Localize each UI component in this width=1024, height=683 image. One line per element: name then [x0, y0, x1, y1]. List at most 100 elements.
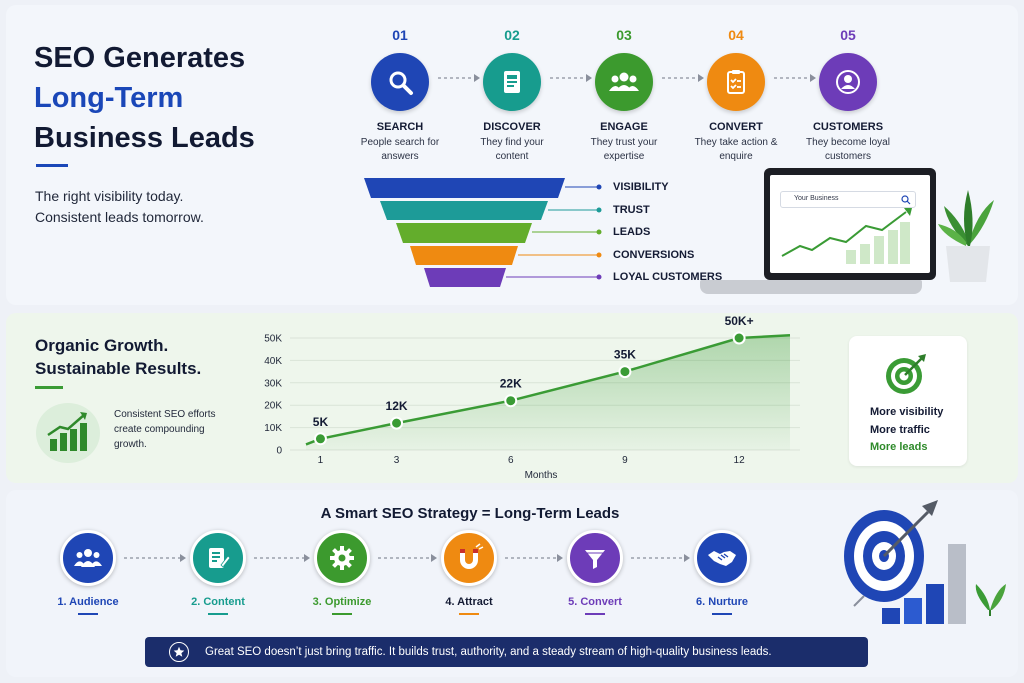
group-icon [609, 72, 639, 91]
document-icon [504, 71, 520, 93]
step-label: SEARCH [376, 121, 424, 133]
bullseye-icon [844, 500, 938, 607]
benefit-leads: More leads [870, 441, 928, 453]
funnel-dot [596, 252, 602, 258]
laptop-graphics [781, 190, 994, 282]
search-icon [901, 195, 911, 205]
chart-data-label: 12K [386, 399, 408, 413]
star-icon [169, 642, 189, 662]
sprout-icon [975, 584, 1006, 616]
funnel-label-visibility: VISIBILITY [613, 181, 669, 193]
gear-icon [330, 546, 354, 570]
step-number: 04 [728, 27, 744, 43]
strategy-arrows [124, 554, 690, 562]
strategy-step-label: 2. Content [191, 596, 245, 608]
benefit-visibility: More visibility [870, 406, 944, 418]
funnel-dot [596, 184, 602, 190]
chart-x-tick-label: 6 [508, 455, 514, 466]
chart-x-tick-label: 3 [394, 455, 400, 466]
user-icon [836, 70, 860, 94]
trend-arrow-icon [904, 208, 912, 216]
chart-data-point [313, 432, 327, 446]
step-circle [595, 53, 653, 111]
growth-divider [35, 386, 63, 389]
hero-title-line1: SEO Generates [34, 42, 246, 74]
target-bars-illustration [844, 500, 1006, 624]
hero-subtitle-line2: Consistent leads tomorrow. [35, 209, 204, 225]
summary-banner: Great SEO doesn’t just bring traffic. It… [145, 637, 868, 667]
laptop-base [700, 280, 922, 294]
strategy-step-underline [78, 613, 98, 615]
funnel-label-trust: TRUST [613, 204, 650, 216]
funnel-label-conversions: CONVERSIONS [613, 249, 695, 261]
funnel-layer-1 [380, 201, 548, 220]
hero-title: SEO Generates Long-Term Business Leads [34, 38, 334, 158]
step-number: 05 [840, 27, 856, 43]
strategy-step-attract: 4. Attract [414, 530, 524, 615]
benefit-traffic: More traffic [870, 424, 930, 436]
chart-data-point [732, 331, 746, 345]
chart-data-label: 5K [313, 415, 329, 429]
chart-y-tick-label: 40K [264, 356, 282, 367]
hero-divider [36, 164, 68, 167]
step-circle [483, 53, 541, 111]
plant-icon [938, 190, 994, 282]
strategy-step-underline [585, 613, 605, 615]
strategy-step-label: 1. Audience [57, 596, 119, 608]
handshake-icon [708, 551, 736, 566]
strategy-step-convert: 5. Convert [540, 530, 650, 615]
funnel-layer-0 [364, 178, 565, 198]
step-description: They take action & enquire [694, 137, 778, 162]
journey-step-convert: 04 CONVERT They take action & enquire [681, 27, 791, 164]
laptop-trend-line [781, 211, 907, 257]
banner-text: Great SEO doesn’t just bring traffic. It… [205, 646, 772, 658]
strategy-step-circle [441, 530, 497, 586]
strategy-step-audience: 1. Audience [33, 530, 143, 615]
hero-title-line3: Business Leads [34, 122, 255, 154]
journey-step-search: 01 SEARCH People search for answers [345, 27, 455, 164]
step-description: They trust your expertise [590, 137, 658, 162]
strategy-step-circle [190, 530, 246, 586]
magnet-icon [460, 543, 484, 569]
step-number: 01 [392, 27, 408, 43]
funnel-dot [596, 274, 602, 280]
growth-title-line2: Sustainable Results. [35, 359, 202, 378]
strategy-step-nurture: 6. Nurture [667, 530, 777, 615]
step-number: 02 [504, 27, 520, 43]
step-circle [371, 53, 429, 111]
chart-data-label: 35K [614, 348, 636, 362]
step-label: CONVERT [709, 121, 763, 133]
step-number: 03 [616, 27, 632, 43]
strategy-step-underline [712, 613, 732, 615]
edit-document-icon [209, 548, 231, 568]
chart-x-tick-label: 12 [734, 455, 746, 466]
funnel-dot [596, 229, 602, 235]
growth-chart-icon-badge [36, 403, 100, 463]
laptop-search-text: Your Business [794, 195, 839, 202]
growth-bars-icon [882, 544, 966, 624]
benefits-card [849, 336, 967, 466]
hero-subtitle-line1: The right visibility today. [35, 188, 184, 204]
funnel-label-leads: LEADS [613, 226, 651, 238]
chart-x-axis-label: Months [525, 470, 558, 481]
chart-data-point [390, 416, 404, 430]
chart-data-point [504, 394, 518, 408]
strategy-step-underline [459, 613, 479, 615]
strategy-step-label: 4. Attract [445, 596, 493, 608]
audience-icon [74, 549, 102, 567]
strategy-title: A Smart SEO Strategy = Long-Term Leads [320, 505, 620, 522]
journey-arrows [438, 74, 816, 82]
strategy-step-circle [694, 530, 750, 586]
chart-x-tick-label: 1 [318, 455, 324, 466]
strategy-step-content: 2. Content [163, 530, 273, 615]
step-label: CUSTOMERS [812, 121, 884, 133]
growth-description: Consistent SEO efforts create compoundin… [114, 409, 216, 450]
strategy-step-circle [567, 530, 623, 586]
strategy-step-label: 6. Nurture [696, 596, 748, 608]
journey-step-engage: 03 ENGAGE They trust your expertise [569, 27, 679, 164]
growth-title-line1: Organic Growth. [35, 336, 169, 355]
step-circle [819, 53, 877, 111]
hero-title-line2: Long-Term [34, 82, 184, 114]
chart-y-tick-label: 20K [264, 401, 282, 412]
